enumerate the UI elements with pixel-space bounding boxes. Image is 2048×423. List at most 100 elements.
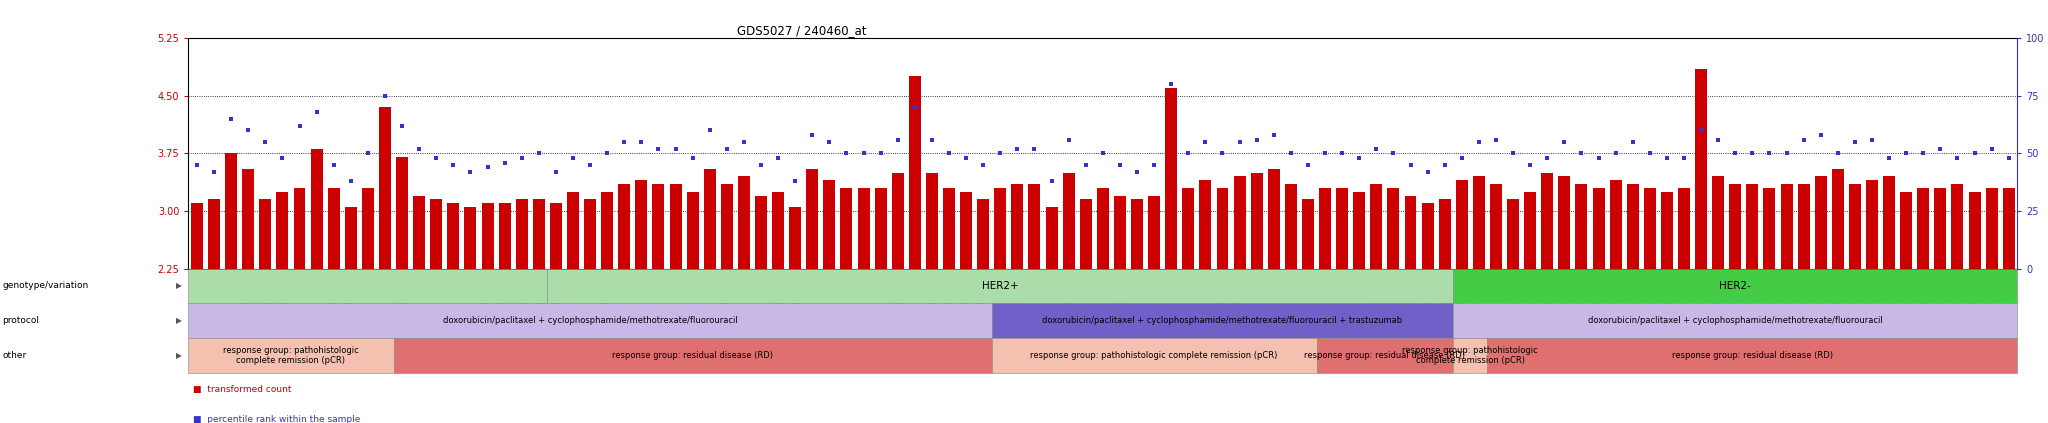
Text: protocol: protocol <box>2 316 39 325</box>
Point <box>745 162 778 168</box>
Point <box>1634 150 1667 157</box>
Point <box>848 150 881 157</box>
Bar <box>1917 188 1929 269</box>
Bar <box>1815 176 1827 269</box>
Bar <box>1968 192 1980 269</box>
Point <box>1737 150 1769 157</box>
Bar <box>1575 184 1587 269</box>
Point <box>1718 150 1751 157</box>
Point <box>590 150 623 157</box>
Point <box>420 154 453 161</box>
Text: doxorubicin/paclitaxel + cyclophosphamide/methotrexate/fluorouracil: doxorubicin/paclitaxel + cyclophosphamid… <box>1587 316 1882 325</box>
Point <box>1120 168 1153 175</box>
Bar <box>1882 176 1894 269</box>
Bar <box>344 207 356 269</box>
Bar <box>1747 184 1759 269</box>
Bar <box>1335 188 1348 269</box>
Point <box>1769 150 1802 157</box>
Text: doxorubicin/paclitaxel + cyclophosphamide/methotrexate/fluorouracil + trastuzuma: doxorubicin/paclitaxel + cyclophosphamid… <box>1042 316 1403 325</box>
Point <box>813 138 846 145</box>
Text: response group: residual disease (RD): response group: residual disease (RD) <box>612 351 774 360</box>
Point <box>1907 150 1939 157</box>
Point <box>250 138 283 145</box>
Bar <box>1438 200 1450 269</box>
Bar <box>584 200 596 269</box>
Point <box>301 108 334 115</box>
Bar <box>1542 173 1552 269</box>
Text: response group: pathohistologic complete remission (pCR): response group: pathohistologic complete… <box>1030 351 1278 360</box>
Bar <box>1165 88 1178 269</box>
Point <box>403 146 436 152</box>
Bar <box>1149 195 1159 269</box>
Bar <box>942 188 954 269</box>
Point <box>1257 132 1290 138</box>
Bar <box>1386 188 1399 269</box>
Bar <box>1319 188 1331 269</box>
Bar <box>1354 192 1366 269</box>
Bar <box>705 169 715 269</box>
Bar <box>686 192 698 269</box>
Point <box>727 138 760 145</box>
Bar <box>311 149 324 269</box>
Bar <box>395 157 408 269</box>
Point <box>983 150 1016 157</box>
Point <box>1497 150 1530 157</box>
Bar <box>788 207 801 269</box>
Bar <box>1370 184 1382 269</box>
Bar <box>532 200 545 269</box>
Point <box>1958 150 1991 157</box>
Text: response group: residual disease (RD): response group: residual disease (RD) <box>1305 351 1466 360</box>
Bar <box>1831 169 1843 269</box>
Text: HER2+: HER2+ <box>981 281 1018 291</box>
Bar <box>1901 192 1913 269</box>
Bar <box>1866 180 1878 269</box>
Point <box>522 150 555 157</box>
Point <box>1855 136 1888 143</box>
Bar <box>653 184 664 269</box>
Bar <box>1028 184 1040 269</box>
Bar <box>1645 188 1655 269</box>
Point <box>778 178 811 184</box>
Point <box>1942 154 1974 161</box>
Point <box>487 159 520 166</box>
Point <box>1702 136 1735 143</box>
Bar <box>190 203 203 269</box>
Point <box>1993 154 2025 161</box>
Text: ▶: ▶ <box>176 351 182 360</box>
Bar <box>465 207 477 269</box>
Point <box>1530 154 1563 161</box>
Point <box>385 122 418 129</box>
Bar <box>1405 195 1417 269</box>
Point <box>915 136 948 143</box>
Bar <box>414 195 426 269</box>
Bar <box>498 203 510 269</box>
Point <box>694 127 727 134</box>
Text: response group: residual disease (RD): response group: residual disease (RD) <box>1671 351 1833 360</box>
Point <box>1686 127 1718 134</box>
Point <box>967 162 999 168</box>
Point <box>471 164 504 170</box>
Point <box>1583 154 1616 161</box>
Point <box>1839 138 1872 145</box>
Bar <box>1626 184 1638 269</box>
Point <box>899 104 932 111</box>
Text: response group: pathohistologic
complete remission (pCR): response group: pathohistologic complete… <box>1403 346 1538 365</box>
Point <box>557 154 590 161</box>
Point <box>1206 150 1239 157</box>
Bar <box>551 203 561 269</box>
Bar <box>362 188 375 269</box>
Point <box>199 168 231 175</box>
Bar <box>1849 184 1862 269</box>
Bar <box>481 203 494 269</box>
Point <box>180 162 213 168</box>
Point <box>1974 146 2007 152</box>
Point <box>1804 132 1837 138</box>
Point <box>1411 168 1444 175</box>
Bar <box>516 200 528 269</box>
Point <box>1427 162 1460 168</box>
Point <box>1274 150 1307 157</box>
Bar <box>242 169 254 269</box>
Point <box>1565 150 1597 157</box>
Bar <box>618 184 631 269</box>
Bar <box>379 107 391 269</box>
